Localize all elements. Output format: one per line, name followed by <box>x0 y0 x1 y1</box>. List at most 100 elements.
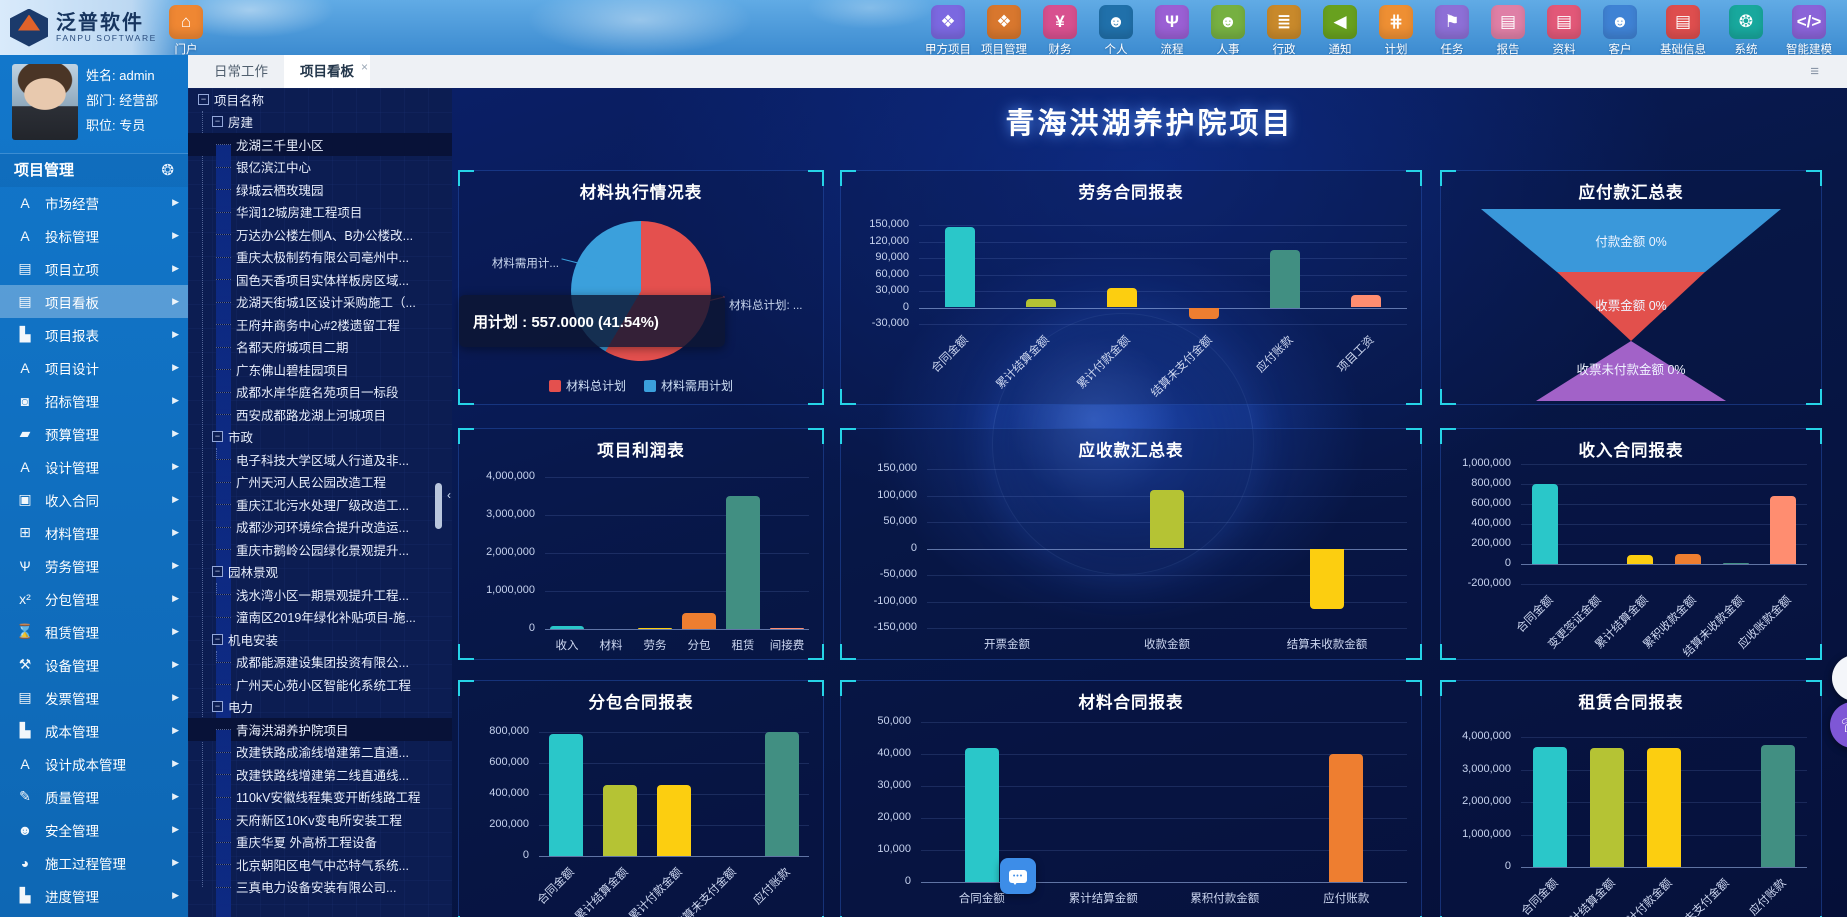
tree-expander-icon[interactable]: − <box>212 701 223 713</box>
tree-item-华润12城房建工程项目[interactable]: 华润12城房建工程项目 <box>188 201 452 917</box>
sidebar-item-发票管理[interactable]: ▤ 发票管理 ▶ <box>0 681 188 714</box>
tree-item-重庆太极制药有限公司亳州中...[interactable]: 重庆太极制药有限公司亳州中... <box>188 246 452 917</box>
sidebar-item-材料管理[interactable]: ⊞ 材料管理 ▶ <box>0 516 188 549</box>
tree-item-龙湖天街城1区设计采购施工（...[interactable]: 龙湖天街城1区设计采购施工（... <box>188 291 452 917</box>
sidebar-item-租赁管理[interactable]: ⌛ 租赁管理 ▶ <box>0 615 188 648</box>
legend-item-材料总计划[interactable]: 材料总计划 <box>548 377 626 394</box>
nav-app-基础信息[interactable]: ▤ 基础信息 <box>1650 5 1716 57</box>
tree-item-绿城云栖玫瑰园[interactable]: 绿城云栖玫瑰园 <box>188 178 452 917</box>
gear-icon[interactable]: ❂ <box>161 162 174 179</box>
nav-home[interactable]: ⌂ 门户 <box>160 5 212 57</box>
sidebar-item-施工过程管理[interactable]: ◕ 施工过程管理 ▶ <box>0 846 188 879</box>
nav-app-财务[interactable]: ¥ 财务 <box>1034 5 1086 57</box>
tree-item-电子科技大学区域人行道及非...[interactable]: 电子科技大学区域人行道及非... <box>188 448 452 917</box>
tree-item-成都水岸华庭名苑项目一标段[interactable]: 成都水岸华庭名苑项目一标段 <box>188 381 452 917</box>
tree-scrollbar[interactable] <box>435 483 442 529</box>
tree-item-潼南区2019年绿化补贴项目-施...[interactable]: 潼南区2019年绿化补贴项目-施... <box>188 606 452 917</box>
tree-item-名都天府城项目二期[interactable]: 名都天府城项目二期 <box>188 336 452 917</box>
tree-item-北京朝阳区电气中芯特气系统...[interactable]: 北京朝阳区电气中芯特气系统... <box>188 853 452 917</box>
tree-item-广州天心苑小区智能化系统工程[interactable]: 广州天心苑小区智能化系统工程 <box>188 673 452 917</box>
tree-group-园林景观[interactable]: − 园林景观 <box>188 561 452 584</box>
nav-app-流程[interactable]: Ψ 流程 <box>1146 5 1198 57</box>
tree-group-市政[interactable]: − 市政 <box>188 426 452 449</box>
nav-app-甲方项目[interactable]: ❖ 甲方项目 <box>922 5 974 57</box>
sidebar-item-项目看板[interactable]: ▤ 项目看板 ▶ <box>0 285 188 318</box>
sidebar-item-质量管理[interactable]: ✎ 质量管理 ▶ <box>0 780 188 813</box>
nav-app-人事[interactable]: ☻ 人事 <box>1202 5 1254 57</box>
nav-app-行政[interactable]: ≣ 行政 <box>1258 5 1310 57</box>
tree-item-国色天香项目实体样板房区域...[interactable]: 国色天香项目实体样板房区域... <box>188 268 452 917</box>
sidebar-item-收入合同[interactable]: ▣ 收入合同 ▶ <box>0 483 188 516</box>
sidebar-item-项目报表[interactable]: ▙ 项目报表 ▶ <box>0 318 188 351</box>
tree-item-天府新区10Kv变电所安装工程[interactable]: 天府新区10Kv变电所安装工程 <box>188 808 452 917</box>
tree-item-西安成都路龙湖上河城项目[interactable]: 西安成都路龙湖上河城项目 <box>188 403 452 917</box>
nav-app-报告[interactable]: ▤ 报告 <box>1482 5 1534 57</box>
tab-menu-icon[interactable]: ≡ <box>1810 63 1819 80</box>
chat-float-button[interactable]: ••• <box>1000 858 1036 894</box>
tree-item-万达办公楼左侧A、B办公楼改...[interactable]: 万达办公楼左侧A、B办公楼改... <box>188 223 452 917</box>
nav-app-客户[interactable]: ☻ 客户 <box>1594 5 1646 57</box>
gridline <box>1521 504 1807 505</box>
tree-item-改建铁路成渝线增建第二直通...[interactable]: 改建铁路成渝线增建第二直通... <box>188 741 452 917</box>
tree-item-重庆华夏 外高桥工程设备[interactable]: 重庆华夏 外高桥工程设备 <box>188 831 452 917</box>
sidebar-item-预算管理[interactable]: ▰ 预算管理 ▶ <box>0 417 188 450</box>
nav-app-计划[interactable]: ⋕ 计划 <box>1370 5 1422 57</box>
sidebar-item-成本管理[interactable]: ▙ 成本管理 ▶ <box>0 714 188 747</box>
tree-item-改建铁路线增建第二线直通线...[interactable]: 改建铁路线增建第二线直通线... <box>188 763 452 917</box>
sidebar-item-证件管理[interactable]: ▮证件管理▶ <box>0 912 188 917</box>
tree-item-广东佛山碧桂园项目[interactable]: 广东佛山碧桂园项目 <box>188 358 452 917</box>
tree-item-重庆江北污水处理厂级改造工...[interactable]: 重庆江北污水处理厂级改造工... <box>188 493 452 917</box>
nav-app-通知[interactable]: ◀ 通知 <box>1314 5 1366 57</box>
sidebar-item-招标管理[interactable]: ◙ 招标管理 ▶ <box>0 384 188 417</box>
nav-app-项目管理[interactable]: ❖ 项目管理 <box>978 5 1030 57</box>
nav-app-智能建模[interactable]: </> 智能建模 <box>1776 5 1842 57</box>
tab-daily-work[interactable]: 日常工作 <box>214 64 268 79</box>
tree-expander-icon[interactable]: − <box>212 566 223 578</box>
y-axis-tick: 0 <box>1504 860 1511 872</box>
sidebar-item-设计成本管理[interactable]: A 设计成本管理 ▶ <box>0 747 188 780</box>
sidebar-item-安全管理[interactable]: ☻ 安全管理 ▶ <box>0 813 188 846</box>
nav-app-个人[interactable]: ☻ 个人 <box>1090 5 1142 57</box>
panel-material-contract: 材料合同报表 合同金额 累计结算金额 累积付款金额 应付账款 50,000 40,000 3… <box>840 680 1422 917</box>
tree-item-王府井商务中心#2楼遗留工程[interactable]: 王府井商务中心#2楼遗留工程 <box>188 313 452 917</box>
tree-item-110kV安徽线程集变开断线路工程[interactable]: 110kV安徽线程集变开断线路工程 <box>188 786 452 917</box>
tree-group-房建[interactable]: − 房建 <box>188 111 452 134</box>
tree-group-项目名称[interactable]: − 项目名称 <box>188 88 452 111</box>
tree-item-银亿滨江中心[interactable]: 银亿滨江中心 <box>188 156 452 917</box>
tree-expander-icon[interactable]: − <box>212 116 223 128</box>
nav-app-任务[interactable]: ⚑ 任务 <box>1426 5 1478 57</box>
assistant-float-button[interactable]: ☻ <box>1832 655 1847 701</box>
y-axis-tick: 40,000 <box>877 747 911 759</box>
tree-item-成都沙河环境综合提升改造运...[interactable]: 成都沙河环境综合提升改造运... <box>188 516 452 917</box>
tree-item-青海洪湖养护院项目[interactable]: 青海洪湖养护院项目 <box>188 718 452 917</box>
tree-group-机电安装[interactable]: − 机电安装 <box>188 628 452 651</box>
nav-app-资料[interactable]: ▤ 资料 <box>1538 5 1590 57</box>
tab-project-board[interactable]: 项目看板 × <box>284 55 370 90</box>
tree-group-电力[interactable]: − 电力 <box>188 696 452 719</box>
sidebar-item-劳务管理[interactable]: Ѱ 劳务管理 ▶ <box>0 549 188 582</box>
sidebar-item-设计管理[interactable]: A 设计管理 ▶ <box>0 450 188 483</box>
tree-item-龙湖三千里小区[interactable]: 龙湖三千里小区 <box>188 133 452 917</box>
plot-area: 合同金额 累计结算金额 累计付款金额 结算未支付金额 应付账款 <box>536 732 809 917</box>
tree-item-重庆市鹅岭公园绿化景观提升...[interactable]: 重庆市鹅岭公园绿化景观提升... <box>188 538 452 917</box>
sidebar-item-分包管理[interactable]: x² 分包管理 ▶ <box>0 582 188 615</box>
tree-collapse-arrow[interactable]: ‹ <box>447 488 451 502</box>
tree-item-浅水湾小区一期景观提升工程...[interactable]: 浅水湾小区一期景观提升工程... <box>188 583 452 917</box>
tree-expander-icon[interactable]: − <box>198 93 209 105</box>
tree-item-三真电力设备安装有限公司...[interactable]: 三真电力设备安装有限公司... <box>188 876 452 917</box>
legend-item-材料需用计划[interactable]: 材料需用计划 <box>644 377 733 394</box>
service-float-button[interactable]: ☏ <box>1830 702 1847 748</box>
tree-item-成都能源建设集团投资有限公...[interactable]: 成都能源建设集团投资有限公... <box>188 651 452 917</box>
sidebar-item-市场经营[interactable]: A 市场经营 ▶ <box>0 186 188 219</box>
nav-app-系统[interactable]: ❂ 系统 <box>1720 5 1772 57</box>
sidebar-item-进度管理[interactable]: ▙ 进度管理 ▶ <box>0 879 188 912</box>
sidebar-item-项目设计[interactable]: A 项目设计 ▶ <box>0 351 188 384</box>
sidebar-item-设备管理[interactable]: ⚒ 设备管理 ▶ <box>0 648 188 681</box>
sidebar-item-项目立项[interactable]: ▤ 项目立项 ▶ <box>0 252 188 285</box>
tree-expander-icon[interactable]: − <box>212 633 223 645</box>
sidebar-item-投标管理[interactable]: A 投标管理 ▶ <box>0 219 188 252</box>
tree-item-label: 广东佛山碧桂园项目 <box>236 363 349 378</box>
tree-item-广州天河人民公园改造工程[interactable]: 广州天河人民公园改造工程 <box>188 471 452 917</box>
close-icon[interactable]: × <box>360 60 368 74</box>
tree-expander-icon[interactable]: − <box>212 431 223 443</box>
